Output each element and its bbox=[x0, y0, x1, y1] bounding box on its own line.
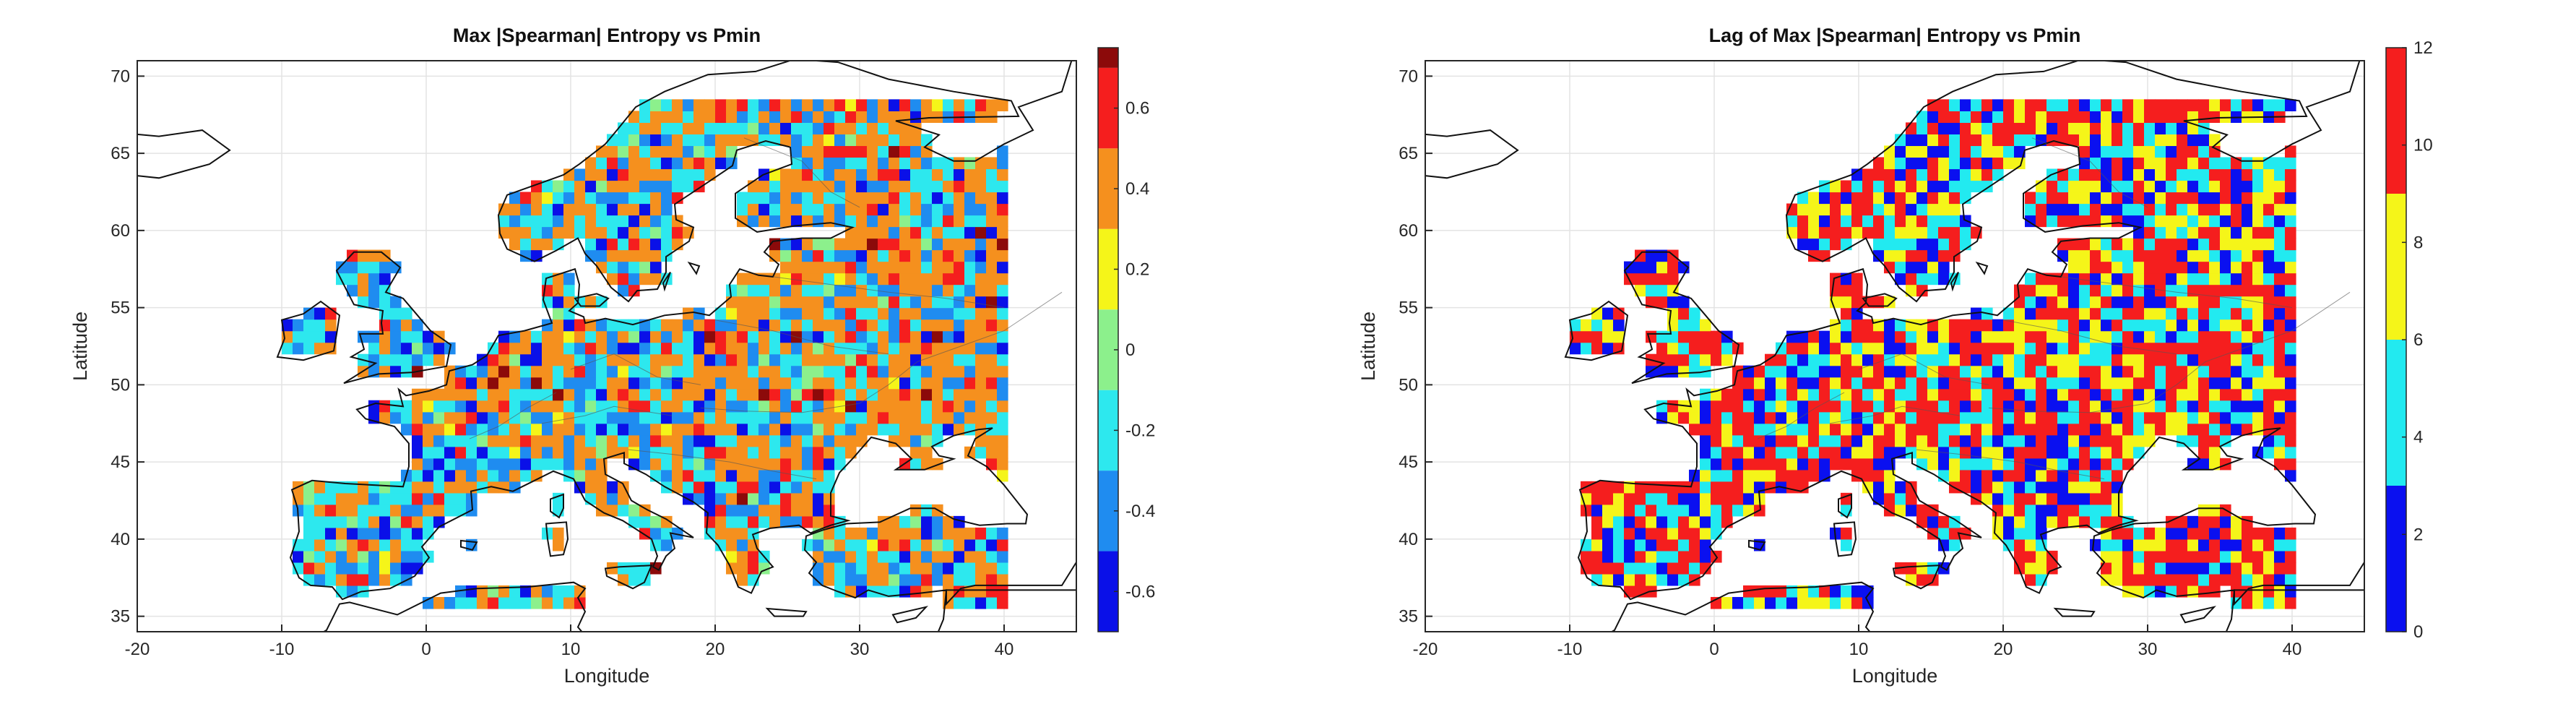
right-map-xtick-label: 40 bbox=[2283, 640, 2302, 659]
left-map-ylabel: Latitude bbox=[69, 312, 91, 381]
right-map-ylabel: Latitude bbox=[1357, 312, 1379, 381]
left-map-ytick-label: 45 bbox=[111, 452, 130, 472]
left-map-colorbar-tick-label: 0.2 bbox=[1125, 259, 1149, 279]
left-map-xtick-label: 40 bbox=[995, 640, 1014, 659]
right-map-xtick-label: 10 bbox=[1849, 640, 1869, 659]
right-map-ytick-label: 50 bbox=[1399, 375, 1418, 395]
left-map-xtick-label: 0 bbox=[421, 640, 431, 659]
right-map-xlabel: Longitude bbox=[1852, 665, 1938, 687]
left-map-colorbar: -0.6 -0.4 -0.2 0 0.2 0.4 0.6 bbox=[1097, 47, 1155, 632]
left-map-xlabel: Longitude bbox=[564, 665, 650, 687]
left-map-xtick-label: -20 bbox=[125, 640, 150, 659]
right-map-colorbar-tick-label: 0 bbox=[2413, 622, 2423, 642]
left-map-xtick-label: 10 bbox=[561, 640, 581, 659]
right-map-colorbar-tick-label: 4 bbox=[2413, 428, 2423, 447]
left-map-xtick-label: -10 bbox=[269, 640, 295, 659]
right-map-axes-frame bbox=[1425, 60, 2365, 632]
left-map-ytick-label: 65 bbox=[111, 144, 130, 163]
right-map-colorbar-bin bbox=[2386, 486, 2406, 632]
right-map-ytick-label: 55 bbox=[1399, 299, 1418, 318]
left-map-ytick-label: 35 bbox=[111, 607, 130, 627]
right-map-title: Lag of Max |Spearman| Entropy vs Pmin bbox=[1709, 25, 2081, 46]
right-map-xtick-label: -10 bbox=[1557, 640, 1583, 659]
right-map-xtick-label: 20 bbox=[1994, 640, 2013, 659]
right-map-colorbar-bin bbox=[2386, 194, 2406, 340]
right-map-colorbar-tick-label: 6 bbox=[2413, 330, 2423, 350]
right-map-ytick-label: 45 bbox=[1399, 452, 1418, 472]
left-map-title: Max |Spearman| Entropy vs Pmin bbox=[453, 25, 761, 46]
left-map-colorbar-tick-label: -0.4 bbox=[1125, 502, 1155, 521]
left-map-colorbar-bin bbox=[1098, 48, 1118, 68]
right-map-colorbar-tick-label: 8 bbox=[2413, 233, 2423, 252]
left-map-colorbar-tick-label: 0.6 bbox=[1125, 99, 1149, 119]
right-map-xtick-label: 0 bbox=[1709, 640, 1719, 659]
left-map-axes-frame bbox=[137, 60, 1077, 632]
right-map-xtick-label: 30 bbox=[2138, 640, 2158, 659]
right-map-colorbar-bin bbox=[2386, 340, 2406, 486]
left-map-colorbar-tick-label: -0.2 bbox=[1125, 421, 1155, 440]
left-map-figure: -20 -10 0 10 20 30 40 35 40 45 50 55 60 65 70 Max |Spea… bbox=[69, 25, 1155, 687]
right-map-ytick-label: 40 bbox=[1399, 530, 1418, 549]
right-map-ytick-label: 70 bbox=[1399, 66, 1418, 86]
right-map-panel: -20 -10 0 10 20 30 40 35 40 45 50 55 60 65 70 Lag of Ma… bbox=[1288, 0, 2576, 713]
right-map-colorbar-tick-label: 12 bbox=[2413, 38, 2433, 58]
left-map-xtick-label: 20 bbox=[706, 640, 725, 659]
left-map-colorbar-tick-label: -0.6 bbox=[1125, 582, 1155, 601]
left-map-ytick-label: 50 bbox=[111, 375, 130, 395]
left-map-panel: -20 -10 0 10 20 30 40 35 40 45 50 55 60 65 70 Max |Spea… bbox=[0, 0, 1288, 713]
right-map-colorbar: 0 2 4 6 8 10 12 bbox=[2385, 38, 2433, 642]
left-map-colorbar-tick-label: 0 bbox=[1125, 340, 1135, 360]
right-map-colorbar-tick-label: 2 bbox=[2413, 525, 2423, 544]
left-map-coastlines bbox=[137, 61, 1076, 632]
left-map-xtick-label: 30 bbox=[850, 640, 870, 659]
right-map-ytick-label: 65 bbox=[1399, 144, 1418, 163]
left-map-ytick-label: 55 bbox=[111, 299, 130, 318]
right-map-xtick-label: -20 bbox=[1413, 640, 1438, 659]
left-map-ytick-label: 40 bbox=[111, 530, 130, 549]
right-map-colorbar-tick-label: 10 bbox=[2413, 136, 2433, 155]
right-map-ytick-label: 35 bbox=[1399, 607, 1418, 627]
right-map-ytick-label: 60 bbox=[1399, 221, 1418, 241]
left-map-ytick-label: 60 bbox=[111, 221, 130, 241]
left-map-ytick-label: 70 bbox=[111, 66, 130, 86]
right-map-coastlines bbox=[1425, 61, 2364, 632]
left-map-colorbar-tick-label: 0.4 bbox=[1125, 179, 1149, 199]
right-map-colorbar-bin bbox=[2386, 48, 2406, 194]
right-map-data-grid bbox=[1570, 99, 2296, 609]
